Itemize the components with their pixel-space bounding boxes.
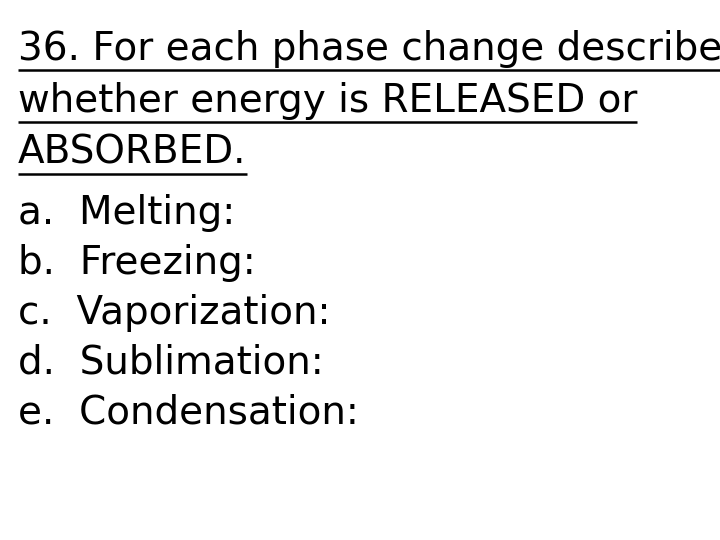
- Text: 36. For each phase change describe: 36. For each phase change describe: [18, 30, 720, 68]
- Text: d.  Sublimation:: d. Sublimation:: [18, 344, 324, 382]
- Text: a.  Melting:: a. Melting:: [18, 194, 235, 232]
- Text: b.  Freezing:: b. Freezing:: [18, 244, 256, 282]
- Text: ABSORBED.: ABSORBED.: [18, 134, 246, 172]
- Text: whether energy is RELEASED or: whether energy is RELEASED or: [18, 82, 637, 120]
- Text: c.  Vaporization:: c. Vaporization:: [18, 294, 330, 332]
- Text: e.  Condensation:: e. Condensation:: [18, 394, 359, 432]
